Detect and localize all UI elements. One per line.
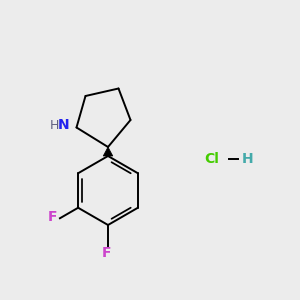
Polygon shape — [103, 147, 113, 156]
Text: N: N — [57, 118, 69, 132]
Text: F: F — [48, 210, 57, 224]
Text: Cl: Cl — [204, 152, 219, 166]
Text: H: H — [242, 152, 253, 166]
Text: H: H — [50, 118, 59, 132]
Text: F: F — [102, 246, 111, 260]
